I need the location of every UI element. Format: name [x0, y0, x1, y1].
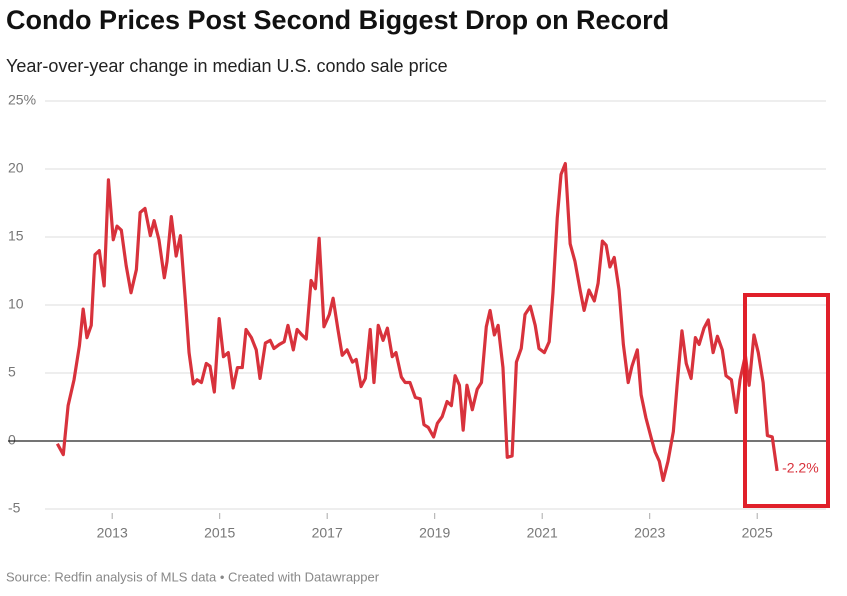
y-tick-label: -5 [8, 500, 21, 516]
chart-subtitle: Year-over-year change in median U.S. con… [6, 56, 448, 76]
y-tick-label: 5 [8, 364, 16, 380]
highlight-box [743, 293, 830, 508]
y-tick-label: 10 [8, 296, 24, 312]
x-tick-label: 2019 [419, 525, 450, 541]
chart-title: Condo Prices Post Second Biggest Drop on… [6, 5, 669, 35]
series-line [55, 161, 779, 483]
value-label: -2.2% [782, 460, 819, 476]
y-tick-label: 20 [8, 160, 24, 176]
x-tick-label: 2015 [204, 525, 235, 541]
y-tick-label: 15 [8, 228, 24, 244]
y-tick-label: 25% [8, 92, 36, 108]
x-tick-label: 2023 [634, 525, 665, 541]
x-tick-label: 2025 [742, 525, 773, 541]
x-tick-label: 2021 [527, 525, 558, 541]
source-note: Source: Redfin analysis of MLS data • Cr… [6, 569, 380, 584]
x-tick-label: 2017 [312, 525, 343, 541]
x-tick-label: 2013 [97, 525, 128, 541]
y-tick-label: 0 [8, 432, 16, 448]
